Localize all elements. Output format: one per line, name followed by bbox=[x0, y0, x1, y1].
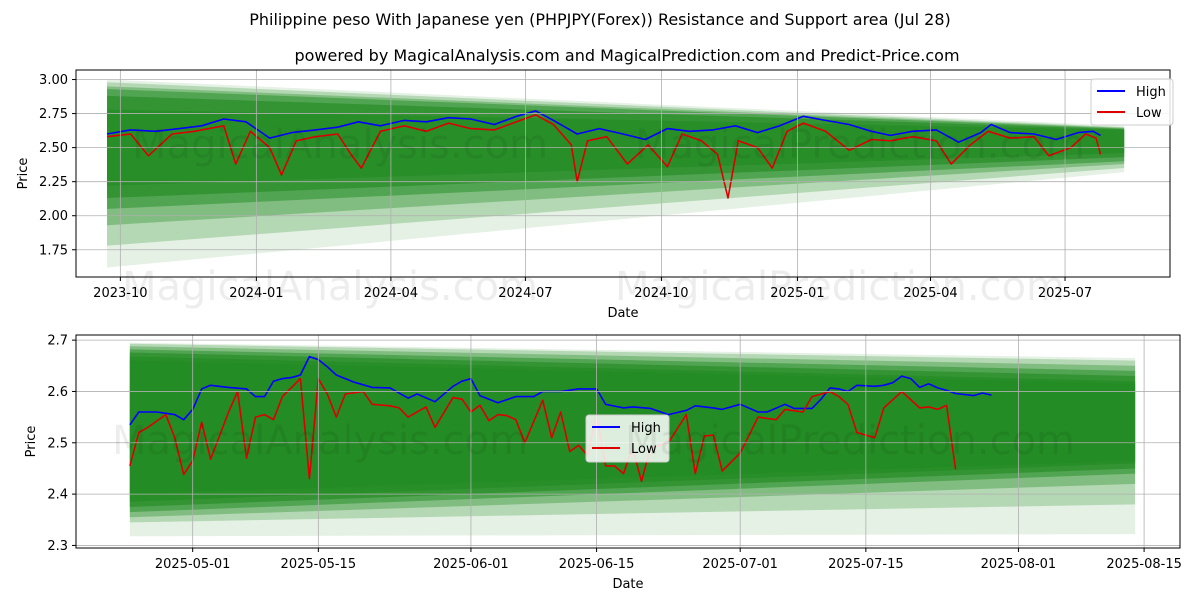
x-tick-label: 2025-07-15 bbox=[828, 557, 904, 572]
x-tick-label: 2025-01 bbox=[770, 286, 824, 301]
x-tick-label: 2025-08-15 bbox=[1106, 557, 1182, 572]
x-tick-label: 2023-10 bbox=[93, 286, 147, 301]
y-tick-label: 2.75 bbox=[39, 107, 68, 122]
watermark-text: MagicalAnalysis.com bbox=[122, 264, 538, 310]
legend-label-high: High bbox=[1136, 85, 1166, 100]
legend: High Low bbox=[1090, 78, 1174, 126]
chart-subtitle: powered by MagicalAnalysis.com and Magic… bbox=[294, 46, 959, 65]
watermark-text: MagicalPrediction.com bbox=[635, 122, 1085, 168]
x-axis-label: Date bbox=[607, 306, 638, 321]
x-tick-label: 2024-07 bbox=[498, 286, 552, 301]
y-tick-label: 3.00 bbox=[39, 73, 68, 88]
x-tick-label: 2025-06-15 bbox=[559, 557, 635, 572]
x-tick-label: 2025-05-15 bbox=[281, 557, 357, 572]
y-axis-label: Price bbox=[24, 426, 39, 458]
x-tick-label: 2024-01 bbox=[229, 286, 283, 301]
axes-frame bbox=[75, 69, 1171, 278]
legend: High Low bbox=[585, 414, 670, 463]
y-tick-label: 2.25 bbox=[39, 175, 68, 190]
x-tick-label: 2024-10 bbox=[634, 286, 688, 301]
series-line-high bbox=[106, 110, 1101, 143]
x-tick-label: 2025-04 bbox=[903, 286, 957, 301]
x-tick-label: 2025-07 bbox=[1038, 286, 1092, 301]
y-axis-label: Price bbox=[16, 158, 31, 190]
plot-area bbox=[106, 79, 1125, 268]
legend-label-high: High bbox=[631, 421, 661, 436]
y-tick-label: 2.6 bbox=[47, 385, 68, 400]
y-tick-label: 2.3 bbox=[47, 539, 68, 554]
top-chart: 2023-10 2024-01 2024-04 2024-07 2024-10 2025-… bbox=[16, 69, 1174, 321]
x-axis-label: Date bbox=[612, 577, 643, 592]
x-tick-label: 2025-07-01 bbox=[702, 557, 778, 572]
watermark-text: MagicalPrediction.com bbox=[625, 418, 1075, 464]
series-line-low bbox=[106, 114, 1102, 199]
watermarks: MagicalAnalysis.com MagicalPrediction.com… bbox=[112, 122, 1085, 464]
axes-frame bbox=[75, 334, 1181, 549]
legend-label-low: Low bbox=[631, 442, 657, 457]
bottom-chart: 2025-05-01 2025-05-15 2025-06-01 2025-06-15… bbox=[24, 334, 1182, 592]
y-tick-label: 2.4 bbox=[47, 488, 68, 503]
x-tick-label: 2024-04 bbox=[364, 286, 418, 301]
chart-title: Philippine peso With Japanese yen (PHPJP… bbox=[249, 10, 951, 29]
legend-label-low: Low bbox=[1136, 106, 1162, 121]
x-tick-label: 2025-06-01 bbox=[433, 557, 509, 572]
y-tick-label: 2.5 bbox=[47, 436, 68, 451]
watermark-text: MagicalPrediction.com bbox=[615, 264, 1065, 310]
y-tick-label: 1.75 bbox=[39, 243, 68, 258]
y-tick-label: 2.00 bbox=[39, 209, 68, 224]
watermark-text: MagicalAnalysis.com bbox=[132, 122, 548, 168]
x-tick-label: 2025-05-01 bbox=[155, 557, 231, 572]
y-tick-label: 2.50 bbox=[39, 141, 68, 156]
watermark-text: MagicalAnalysis.com bbox=[112, 418, 528, 464]
x-tick-label: 2025-08-01 bbox=[981, 557, 1057, 572]
y-tick-label: 2.7 bbox=[47, 334, 68, 349]
